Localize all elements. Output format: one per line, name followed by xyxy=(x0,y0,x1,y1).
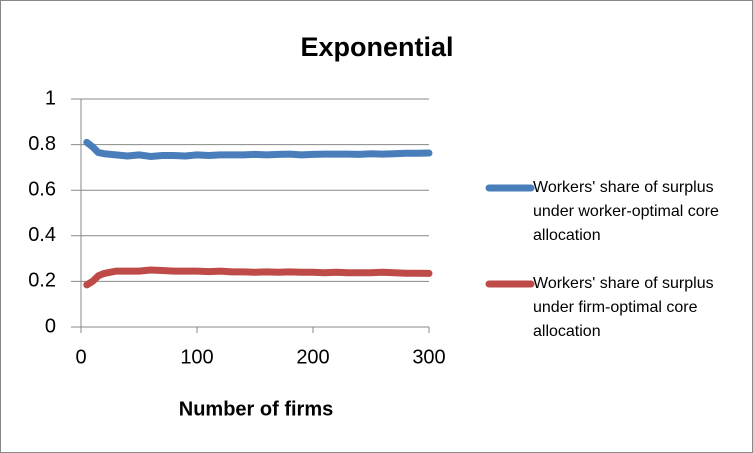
y-tick-label: 0.2 xyxy=(28,270,56,292)
y-tick-label: 0.8 xyxy=(28,133,56,155)
data-line xyxy=(83,138,433,160)
data-line xyxy=(83,266,433,289)
legend-label: Workers' share of surplus under worker-o… xyxy=(533,179,719,244)
y-tick-label: 0 xyxy=(45,315,56,337)
x-tick-label: 0 xyxy=(75,346,86,368)
x-axis-label: Number of firms xyxy=(179,398,333,420)
x-tick-label: 300 xyxy=(412,346,445,368)
y-tick-label: 0.4 xyxy=(28,224,56,246)
x-tick-label: 200 xyxy=(296,346,329,368)
y-tick-label: 0.6 xyxy=(28,178,56,200)
legend-label: Workers' share of surplus under firm-opt… xyxy=(533,275,714,340)
x-tick-label: 100 xyxy=(180,346,213,368)
chart-title: Exponential xyxy=(300,32,453,62)
y-tick-label: 1 xyxy=(45,87,56,109)
